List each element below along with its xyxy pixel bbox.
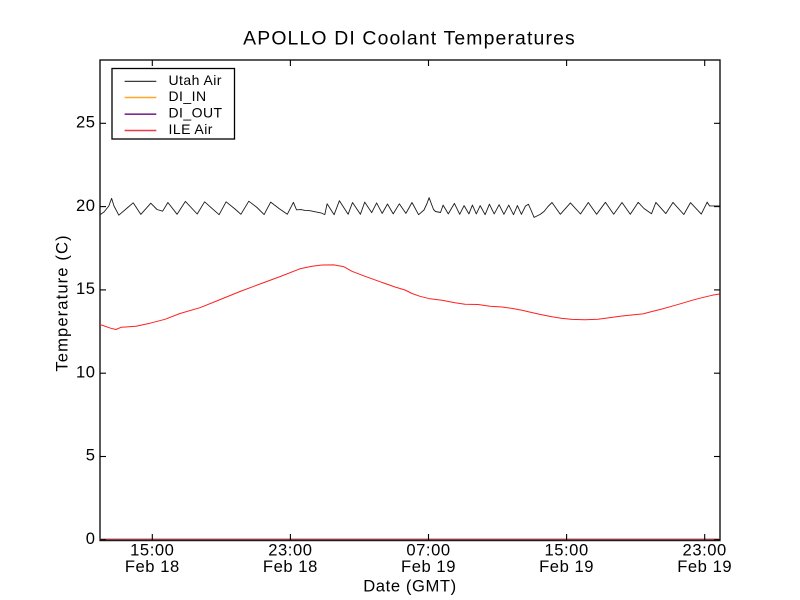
- svg-text:Feb 19: Feb 19: [401, 557, 456, 576]
- svg-text:23:00: 23:00: [268, 541, 312, 560]
- svg-text:ILE Air: ILE Air: [169, 121, 213, 137]
- svg-text:15:00: 15:00: [544, 541, 588, 560]
- svg-text:15:00: 15:00: [130, 541, 174, 560]
- svg-text:Feb 18: Feb 18: [125, 557, 180, 576]
- svg-text:0: 0: [86, 529, 96, 548]
- svg-text:DI_IN: DI_IN: [169, 88, 207, 104]
- svg-text:07:00: 07:00: [406, 541, 450, 560]
- svg-text:Utah Air: Utah Air: [169, 72, 222, 88]
- svg-text:APOLLO DI Coolant Temperatures: APOLLO DI Coolant Temperatures: [243, 28, 576, 50]
- svg-text:DI_OUT: DI_OUT: [169, 105, 223, 121]
- svg-text:5: 5: [86, 446, 96, 465]
- svg-text:23:00: 23:00: [683, 541, 727, 560]
- svg-text:Feb 18: Feb 18: [263, 557, 318, 576]
- svg-text:25: 25: [76, 113, 96, 132]
- svg-text:Date (GMT): Date (GMT): [363, 577, 457, 596]
- svg-text:15: 15: [76, 279, 96, 298]
- svg-text:Feb 19: Feb 19: [539, 557, 594, 576]
- svg-text:Temperature (C): Temperature (C): [52, 234, 71, 371]
- svg-text:20: 20: [76, 196, 96, 215]
- svg-text:10: 10: [76, 362, 96, 381]
- svg-text:Feb 19: Feb 19: [677, 557, 732, 576]
